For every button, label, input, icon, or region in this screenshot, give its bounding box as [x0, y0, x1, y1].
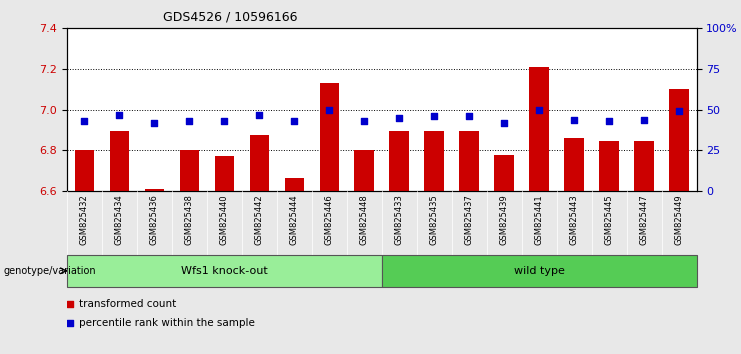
Point	[148, 120, 160, 126]
Text: GSM825438: GSM825438	[185, 194, 193, 245]
Bar	[459, 131, 479, 191]
Point	[428, 113, 440, 119]
Text: wild type: wild type	[514, 266, 565, 276]
Point	[288, 118, 300, 124]
Bar	[599, 141, 619, 191]
Bar	[530, 67, 548, 191]
Point	[242, 222, 253, 228]
Text: GSM825445: GSM825445	[605, 194, 614, 245]
Bar	[67, 255, 382, 287]
Bar	[382, 255, 697, 287]
Bar	[179, 150, 199, 191]
Text: GSM825444: GSM825444	[290, 194, 299, 245]
Text: GSM825447: GSM825447	[639, 194, 648, 245]
Text: GSM825441: GSM825441	[534, 194, 544, 245]
Text: transformed count: transformed count	[79, 298, 176, 309]
Point	[673, 109, 685, 114]
Text: genotype/variation: genotype/variation	[4, 266, 96, 276]
Text: GSM825436: GSM825436	[150, 194, 159, 245]
Text: GSM825432: GSM825432	[80, 194, 89, 245]
Bar	[494, 155, 514, 191]
Text: GSM825443: GSM825443	[570, 194, 579, 245]
Point	[323, 107, 335, 113]
Text: GSM825437: GSM825437	[465, 194, 473, 245]
Point	[603, 118, 615, 124]
Bar	[215, 155, 233, 191]
Point	[242, 45, 253, 51]
Bar	[390, 131, 409, 191]
Point	[568, 117, 580, 122]
Text: GSM825448: GSM825448	[359, 194, 368, 245]
Text: GSM825435: GSM825435	[430, 194, 439, 245]
Bar	[250, 135, 269, 191]
Point	[219, 118, 230, 124]
Point	[358, 118, 370, 124]
Point	[638, 117, 650, 122]
Bar	[669, 90, 688, 191]
Text: GSM825439: GSM825439	[499, 194, 508, 245]
Point	[183, 118, 195, 124]
Text: GSM825433: GSM825433	[395, 194, 404, 245]
Point	[498, 120, 510, 126]
Text: GSM825434: GSM825434	[115, 194, 124, 245]
Bar	[285, 178, 304, 191]
Bar	[110, 131, 129, 191]
Bar	[319, 83, 339, 191]
Text: GDS4526 / 10596166: GDS4526 / 10596166	[163, 11, 298, 24]
Point	[79, 118, 90, 124]
Point	[463, 113, 475, 119]
Bar	[354, 150, 373, 191]
Text: Wfs1 knock-out: Wfs1 knock-out	[181, 266, 268, 276]
Point	[534, 107, 545, 113]
Bar	[565, 138, 584, 191]
Text: GSM825446: GSM825446	[325, 194, 333, 245]
Bar	[425, 131, 444, 191]
Text: GSM825440: GSM825440	[219, 194, 229, 245]
Point	[113, 112, 125, 118]
Point	[393, 115, 405, 121]
Point	[253, 112, 265, 118]
Text: percentile rank within the sample: percentile rank within the sample	[79, 318, 254, 328]
Text: GSM825442: GSM825442	[255, 194, 264, 245]
Bar	[634, 141, 654, 191]
Bar	[144, 189, 164, 191]
Bar	[75, 150, 94, 191]
Text: GSM825449: GSM825449	[674, 194, 683, 245]
